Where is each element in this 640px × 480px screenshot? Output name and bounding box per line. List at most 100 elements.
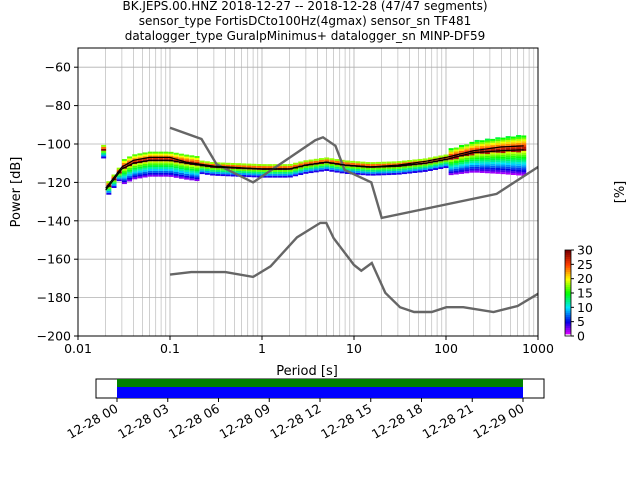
- psd-cell: [510, 157, 516, 160]
- psd-cell: [194, 165, 200, 168]
- y-tick-label: −80: [45, 98, 71, 113]
- psd-cell: [510, 155, 516, 158]
- psd-cell: [370, 169, 376, 172]
- psd-cell: [443, 166, 449, 169]
- psd-cell: [121, 182, 127, 185]
- psd-cell: [469, 155, 475, 158]
- psd-cell: [391, 172, 397, 175]
- colorbar-cell: [565, 271, 571, 275]
- psd-cell: [142, 154, 148, 157]
- psd-cell: [376, 161, 382, 164]
- psd-cell: [127, 160, 133, 163]
- psd-cell: [246, 175, 252, 178]
- y-tick-label: −180: [37, 290, 71, 305]
- psd-cell: [272, 173, 278, 176]
- psd-cell: [194, 177, 200, 180]
- colorbar-cell: [565, 282, 571, 285]
- psd-cell: [484, 159, 490, 162]
- psd-cell: [448, 173, 454, 176]
- psd-cell: [510, 169, 516, 172]
- psd-cell: [464, 154, 470, 157]
- psd-cell: [474, 157, 480, 160]
- psd-cell: [453, 149, 459, 152]
- psd-cell: [464, 165, 470, 168]
- x-tick-label: 0.01: [64, 341, 92, 356]
- psd-cell: [298, 173, 304, 176]
- psd-cell: [521, 137, 527, 140]
- psd-cell: [510, 148, 516, 151]
- psd-cell: [448, 163, 454, 166]
- psd-cell: [204, 167, 210, 170]
- psd-cell: [178, 172, 184, 175]
- psd-cell: [516, 142, 522, 145]
- psd-cell: [448, 167, 454, 170]
- psd-cell: [106, 181, 112, 184]
- psd-cell: [106, 190, 112, 193]
- psd-cell: [163, 174, 169, 177]
- psd-cell: [101, 152, 107, 155]
- psd-cell: [500, 166, 506, 169]
- psd-cell: [469, 164, 475, 167]
- psd-cell: [137, 159, 143, 162]
- psd-cell: [272, 164, 278, 167]
- psd-cell: [178, 153, 184, 156]
- psd-cell: [147, 157, 153, 160]
- colorbar-cell: [565, 295, 571, 298]
- colorbar-cell: [565, 250, 571, 253]
- psd-cell: [116, 167, 122, 170]
- psd-cell: [495, 167, 501, 170]
- psd-cell: [459, 162, 465, 165]
- psd-cell: [469, 145, 475, 148]
- psd-cell: [121, 176, 127, 179]
- psd-cell: [495, 156, 501, 159]
- psd-cell: [453, 151, 459, 154]
- psd-cell: [365, 173, 371, 176]
- psd-cell: [147, 155, 153, 158]
- psd-cell: [479, 169, 485, 172]
- psd-cell: [127, 173, 133, 176]
- colorbar-cell: [565, 316, 571, 320]
- colorbar-tick-label: 25: [577, 257, 593, 272]
- psd-cell: [210, 162, 216, 165]
- model-lines: [77, 47, 539, 337]
- psd-cell: [521, 148, 527, 151]
- psd-cell: [318, 167, 324, 170]
- psd-cell: [272, 169, 278, 172]
- psd-cell: [427, 167, 433, 170]
- psd-cell: [246, 163, 252, 166]
- colorbar-cell: [565, 288, 571, 292]
- psd-cell: [142, 167, 148, 170]
- psd-cell: [168, 174, 174, 177]
- psd-cell: [495, 148, 501, 151]
- psd-cell: [386, 173, 392, 176]
- psd-cell: [407, 171, 413, 174]
- psd-cell: [500, 147, 506, 150]
- psd-cell: [453, 155, 459, 158]
- nhnm-line: [169, 126, 539, 220]
- x-tick-label: 100: [434, 341, 458, 356]
- colorbar-cell: [565, 323, 571, 326]
- psd-cell: [277, 171, 283, 174]
- psd-cell: [267, 173, 273, 176]
- psd-cell: [168, 161, 174, 164]
- psd-cell: [479, 165, 485, 168]
- psd-cell: [495, 166, 501, 169]
- psd-cell: [256, 173, 262, 176]
- psd-cell: [137, 174, 143, 177]
- colorbar-cell: [565, 269, 571, 272]
- psd-cell: [474, 166, 480, 169]
- psd-cell: [189, 159, 195, 162]
- psd-cell: [438, 155, 444, 158]
- psd-cell: [448, 148, 454, 151]
- psd-cell: [505, 136, 511, 139]
- psd-cell: [459, 160, 465, 163]
- psd-cell: [360, 161, 366, 164]
- psd-cell: [189, 157, 195, 160]
- x-axis: 0.01 0.1 1 10 100 1000: [64, 336, 554, 356]
- psd-cell: [495, 139, 501, 142]
- colorbar-tick-label: 0: [577, 329, 585, 344]
- psd-cell: [147, 174, 153, 177]
- x-tick-label: 0.1: [160, 341, 180, 356]
- psd-cell: [173, 173, 179, 176]
- psd-cell: [500, 154, 506, 157]
